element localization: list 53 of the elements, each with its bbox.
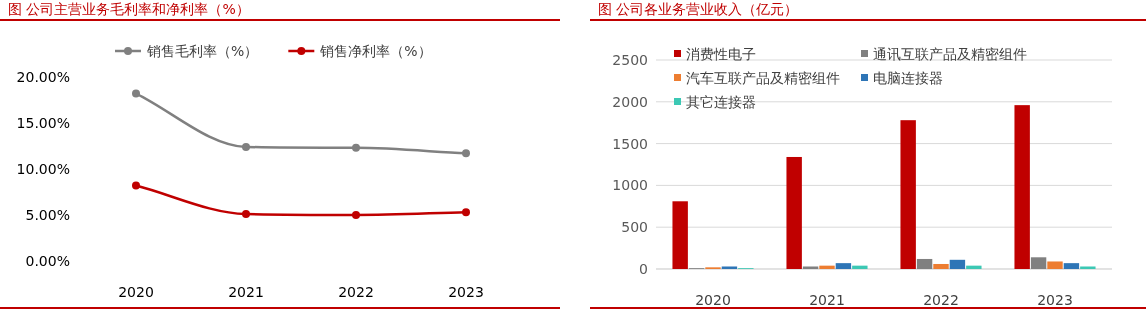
chart-title: 图 公司主营业务毛利率和净利率（%） xyxy=(0,0,560,21)
point xyxy=(462,208,470,217)
y-tick-label: 1500 xyxy=(612,135,648,152)
bar xyxy=(949,259,966,269)
legend-label: 消费性电子 xyxy=(686,46,756,62)
legend-label: 汽车互联产品及精密组件 xyxy=(686,70,840,86)
point xyxy=(352,211,360,219)
bar xyxy=(802,266,819,269)
point xyxy=(132,181,140,190)
bar xyxy=(1014,105,1030,269)
y-tick-label: 0 xyxy=(639,261,648,277)
x-tick-label: 2021 xyxy=(228,284,264,300)
x-tick-label: 2022 xyxy=(923,292,959,308)
chart-title: 图 公司各业务营业收入（亿元） xyxy=(590,0,1146,21)
x-tick-label: 2023 xyxy=(448,284,484,300)
bar xyxy=(1047,261,1063,269)
x-tick-label: 2021 xyxy=(809,292,845,308)
point xyxy=(242,210,250,219)
legend-label: 其它连接器 xyxy=(686,94,756,110)
x-tick-label: 2020 xyxy=(695,292,731,308)
y-tick-label: 5.00% xyxy=(25,207,70,223)
x-tick-label: 2023 xyxy=(1037,292,1073,308)
y-tick-label: 2500 xyxy=(612,52,648,68)
legend-label: 通讯互联产品及精密组件 xyxy=(873,46,1027,62)
y-tick-label: 1000 xyxy=(612,177,648,194)
bar xyxy=(852,265,868,269)
y-tick-label: 20.00% xyxy=(16,69,70,85)
x-tick-label: 2020 xyxy=(118,284,154,300)
bar xyxy=(1080,266,1096,269)
legend-label: 销售毛利率（%） xyxy=(146,43,259,59)
bar xyxy=(786,156,802,269)
y-tick-label: 500 xyxy=(621,219,648,236)
legend-label: 销售净利率（%） xyxy=(319,43,432,59)
legend-label: 电脑连接器 xyxy=(873,70,943,86)
y-tick-label: 2000 xyxy=(612,93,648,110)
x-tick-label: 2022 xyxy=(338,284,374,300)
y-tick-label: 15.00% xyxy=(16,115,70,131)
y-tick-label: 10.00% xyxy=(16,161,70,177)
bar xyxy=(1063,263,1080,269)
bar xyxy=(835,263,852,269)
bar xyxy=(1030,257,1047,269)
point xyxy=(132,89,140,98)
point xyxy=(462,149,470,158)
bar xyxy=(933,263,949,269)
bar xyxy=(819,265,835,269)
bar xyxy=(900,120,916,269)
y-tick-label: 0.00% xyxy=(25,253,70,269)
bar xyxy=(916,258,933,269)
bar xyxy=(966,265,982,269)
bar xyxy=(672,201,688,269)
point xyxy=(352,143,360,152)
point xyxy=(242,142,250,151)
bar xyxy=(721,266,738,269)
